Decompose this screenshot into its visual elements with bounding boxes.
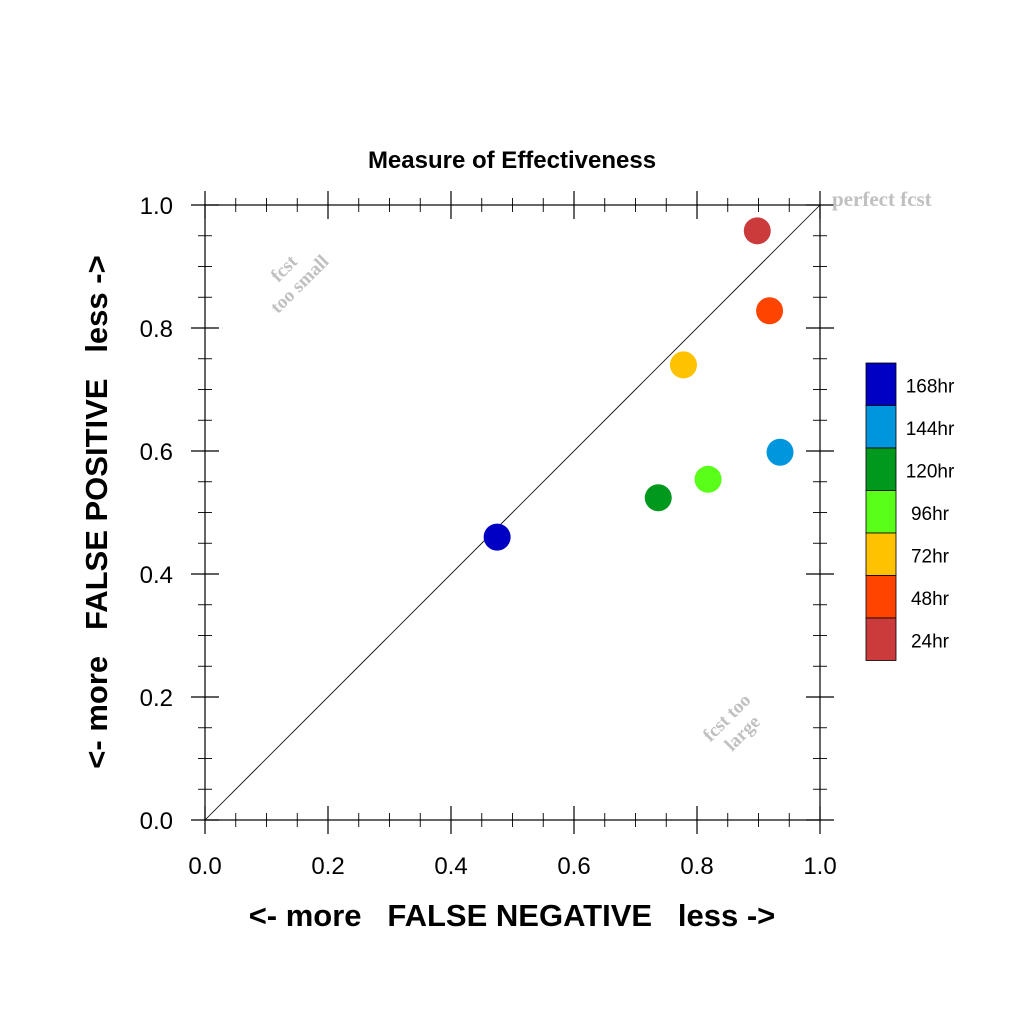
data-point-72hr: [669, 351, 697, 379]
legend-label-96hr: 96hr: [911, 504, 950, 525]
chart-title: Measure of Effectiveness: [368, 147, 656, 174]
y-tick-label: 0.0: [140, 808, 173, 835]
legend-label-24hr: 24hr: [911, 631, 950, 652]
legend-swatch-168hr: [865, 362, 897, 406]
x-tick-label: 0.2: [311, 853, 344, 880]
data-point-120hr: [644, 484, 672, 512]
legend-label-168hr: 168hr: [906, 376, 955, 397]
x-tick-label: 1.0: [803, 853, 836, 880]
legend-swatch-24hr: [865, 617, 897, 661]
axis-ticks: [191, 191, 834, 834]
perfect-forecast-line: [204, 204, 821, 821]
y-tick-label: 0.6: [140, 439, 173, 466]
legend-label-48hr: 48hr: [911, 589, 950, 610]
legend-label-120hr: 120hr: [906, 461, 955, 482]
y-tick-label: 0.8: [140, 316, 173, 343]
legend-swatch-120hr: [865, 447, 897, 491]
legend: 168hr 144hr 120hr 96hr 72hr 48hr 24hr: [865, 362, 955, 661]
x-axis-label: <- more FALSE NEGATIVE less ->: [249, 898, 776, 933]
data-point-24hr: [743, 217, 771, 245]
data-point-48hr: [756, 297, 784, 325]
legend-label-144hr: 144hr: [906, 419, 955, 440]
x-tick-label: 0.4: [434, 853, 467, 880]
data-points: [483, 217, 794, 551]
y-tick-label: 1.0: [140, 193, 173, 220]
axis-tick-labels: 0.0 0.2 0.4 0.6 0.8 1.0 0.0 0.2 0.4 0.6 0.8 1.0: [140, 193, 837, 880]
legend-swatch-96hr: [865, 490, 897, 534]
legend-swatch-144hr: [865, 405, 897, 449]
legend-swatch-72hr: [865, 532, 897, 576]
reference-line-group: perfect fcst: [204, 187, 932, 821]
y-axis-label: <- more FALSE POSITIVE less ->: [79, 255, 114, 768]
x-tick-label: 0.8: [680, 853, 713, 880]
legend-swatch-48hr: [865, 575, 897, 619]
data-point-168hr: [483, 523, 511, 551]
data-point-144hr: [766, 438, 794, 466]
x-tick-label: 0.0: [188, 853, 221, 880]
data-point-96hr: [694, 465, 722, 493]
x-tick-label: 0.6: [557, 853, 590, 880]
legend-label-72hr: 72hr: [911, 546, 950, 567]
y-tick-label: 0.2: [140, 685, 173, 712]
y-tick-label: 0.4: [140, 562, 173, 589]
perfect-forecast-label: perfect fcst: [832, 187, 932, 211]
